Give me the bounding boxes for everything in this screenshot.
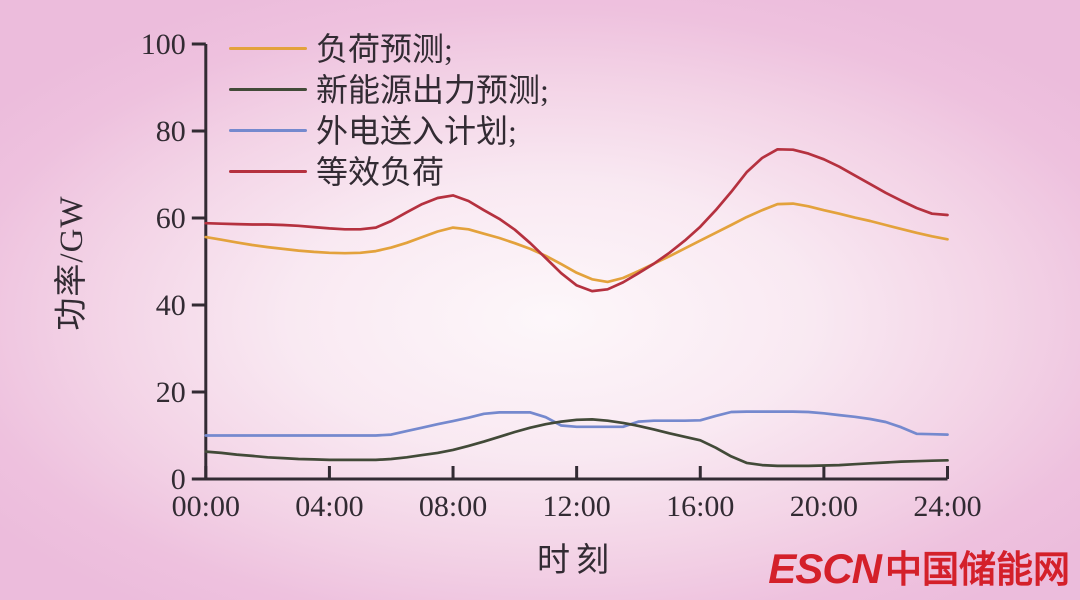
- x-tick-label: 16:00: [666, 490, 734, 523]
- x-tick-label: 08:00: [419, 490, 487, 523]
- series-line-load-forecast: [204, 202, 949, 284]
- y-tick-label: 20: [156, 376, 186, 409]
- y-axis-label: 功率/GW: [54, 195, 90, 331]
- y-tick-label: 40: [156, 289, 186, 322]
- legend-swatch-external-power-import-plan: [229, 129, 307, 132]
- legend: 负荷预测; 新能源出力预测; 外电送入计划; 等效负荷: [229, 28, 549, 192]
- legend-swatch-equivalent-load: [229, 170, 307, 173]
- legend-item-equivalent-load: 等效负荷: [229, 151, 549, 192]
- legend-swatch-renewable-output-forecast: [229, 88, 307, 91]
- x-axis-label: 时刻: [537, 543, 615, 579]
- x-tick-label: 24:00: [913, 490, 981, 523]
- logo-cjk-text: 中国储能网: [885, 548, 1070, 590]
- x-tick-label: 04:00: [295, 490, 363, 523]
- x-tick-label: 12:00: [542, 490, 610, 523]
- legend-item-external-power-import-plan: 外电送入计划;: [229, 110, 549, 151]
- legend-swatch-load-forecast: [229, 47, 307, 50]
- series-line-external-power-import-plan: [204, 410, 949, 437]
- legend-label-load-forecast: 负荷预测;: [316, 30, 453, 67]
- x-tick-label: 00:00: [172, 490, 240, 523]
- series-line-equivalent-load: [204, 147, 949, 293]
- legend-label-external-power-import-plan: 外电送入计划;: [316, 112, 517, 149]
- series-line-renewable-output-forecast: [204, 418, 949, 468]
- legend-item-renewable-output-forecast: 新能源出力预测;: [229, 69, 549, 110]
- y-tick-label: 100: [141, 28, 186, 61]
- escn-logo: ESCN 中国储能网: [768, 548, 1070, 590]
- x-tick-label: 20:00: [790, 490, 858, 523]
- y-tick-label: 0: [171, 463, 186, 496]
- logo-escn-text: ESCN: [768, 545, 882, 592]
- y-tick-label: 80: [156, 115, 186, 148]
- legend-item-load-forecast: 负荷预测;: [229, 28, 549, 69]
- legend-label-renewable-output-forecast: 新能源出力预测;: [316, 71, 549, 108]
- y-tick-label: 60: [156, 202, 186, 235]
- legend-label-equivalent-load: 等效负荷: [316, 153, 445, 190]
